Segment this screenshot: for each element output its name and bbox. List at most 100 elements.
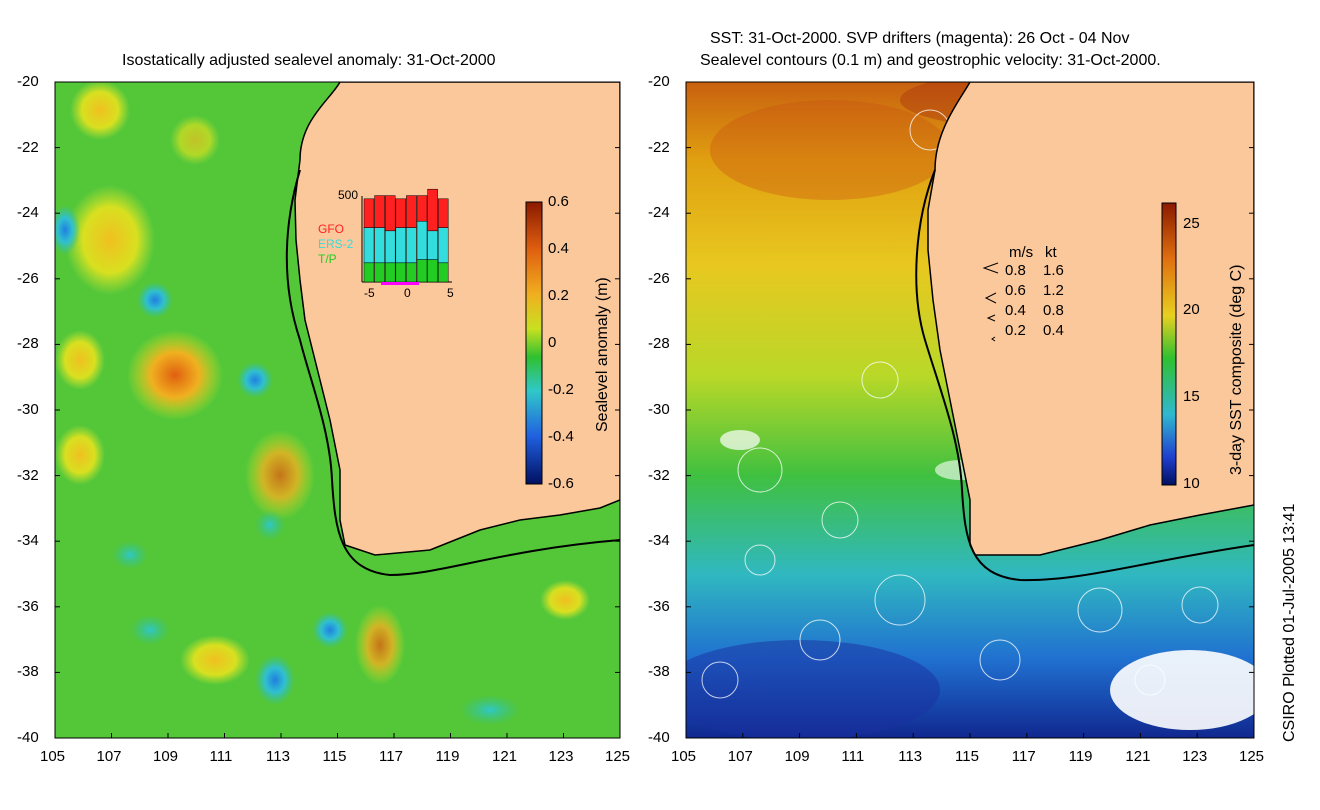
inset-bar-tp: [406, 262, 417, 283]
y-tick-label: -20: [17, 73, 39, 90]
y-tick-label: -40: [648, 729, 670, 746]
inset-bar-ers: [427, 230, 438, 260]
y-tick-label: -28: [648, 335, 670, 353]
y-tick-label: -24: [17, 204, 39, 222]
x-tick-label: 125: [605, 748, 631, 765]
inset-bar-gfo: [363, 198, 375, 228]
x-tick-label: 119: [1068, 748, 1093, 765]
y-tick-label: -26: [648, 269, 670, 287]
inset-legend-ers2: ERS-2: [318, 237, 354, 251]
x-tick-label: 109: [784, 748, 810, 765]
y-tick-label: -20: [648, 73, 670, 90]
sla-colorbar: [525, 201, 543, 485]
inset-bar-ers: [406, 227, 417, 264]
inset-bar-chart: [361, 188, 452, 285]
y-tick-label: -38: [648, 663, 670, 681]
sla-colorbar-label: Sealevel anomaly (m): [594, 277, 611, 432]
x-tick-label: 109: [153, 748, 179, 765]
y-tick-label: -32: [17, 466, 39, 484]
x-tick-label: 113: [266, 748, 290, 765]
sst-colorbar: [1161, 202, 1177, 486]
inset-bar-gfo: [427, 188, 438, 232]
y-tick-label: -34: [648, 532, 670, 550]
inset-bar-gfo: [384, 195, 396, 232]
right-panel-title-line1: SST: 31-Oct-2000. SVP drifters (magenta)…: [710, 30, 1130, 47]
y-tick-label: -36: [17, 597, 39, 615]
inset-legend-gfo: GFO: [318, 222, 344, 236]
y-tick-label: -24: [648, 204, 670, 222]
y-tick-label: -30: [648, 401, 670, 418]
speed-legend-kt: 1.6: [1043, 262, 1064, 279]
inset-bar-gfo: [395, 198, 407, 228]
x-tick-label: 121: [492, 748, 518, 765]
sst-colorbar-tick: 20: [1183, 301, 1200, 318]
y-tick-label: -32: [648, 466, 670, 484]
y-tick-label: -30: [17, 401, 39, 418]
sla-colorbar-tick: 0.4: [548, 240, 569, 257]
y-tick-label: -22: [648, 138, 670, 156]
sst-colorbar-tick: 10: [1183, 475, 1200, 492]
sla-colorbar-tick: -0.2: [548, 381, 574, 398]
x-tick-label: 123: [1182, 748, 1208, 765]
inset-bar-tp: [384, 262, 396, 283]
inset-bar-ers: [374, 227, 385, 264]
speed-legend-kt: 1.2: [1043, 282, 1064, 299]
inset-bar-tp: [374, 262, 385, 283]
speed-legend-ms: 0.8: [1005, 262, 1026, 279]
sla-colorbar-tick: -0.6: [548, 475, 574, 492]
x-tick-label: 125: [1239, 748, 1265, 765]
inset-xtick: 5: [447, 286, 454, 300]
sla-colorbar-tick: -0.4: [548, 428, 574, 445]
x-tick-label: 113: [898, 748, 923, 765]
inset-bar-gfo: [437, 198, 449, 228]
sst-map: [686, 82, 1254, 738]
x-tick-label: 107: [727, 748, 753, 765]
inset-bar-tp: [437, 262, 449, 283]
inset-bar-gfo: [416, 195, 428, 222]
x-tick-label: 117: [379, 748, 403, 765]
x-tick-label: 119: [435, 748, 460, 765]
inset-bar-tp: [416, 259, 428, 283]
inset-bar-ers: [437, 227, 449, 264]
x-tick-label: 111: [209, 748, 233, 765]
inset-bar-ers: [363, 227, 375, 264]
x-tick-label: 111: [841, 748, 865, 765]
inset-bar-gfo: [374, 195, 385, 228]
y-tick-label: -22: [17, 138, 39, 156]
sst-colorbar-tick: 15: [1183, 388, 1200, 405]
x-tick-label: 123: [548, 748, 574, 765]
inset-bar-ers: [395, 227, 407, 264]
speed-legend-ms: 0.6: [1005, 282, 1026, 299]
speed-legend-arrows: [982, 262, 999, 342]
inset-bar-tp: [363, 262, 375, 283]
inset-xtick: -5: [364, 286, 375, 300]
x-tick-label: 115: [322, 748, 347, 765]
x-tick-label: 121: [1125, 748, 1151, 765]
sla-colorbar-tick: 0.2: [548, 287, 569, 304]
x-tick-label: 105: [671, 748, 697, 765]
speed-legend-ms: 0.2: [1005, 322, 1026, 339]
x-tick-label: 105: [40, 748, 66, 765]
left-panel-title: Isostatically adjusted sealevel anomaly:…: [122, 52, 496, 69]
inset-bar-gfo: [406, 195, 417, 228]
credit-text: CSIRO Plotted 01-Jul-2005 13:41: [1281, 503, 1298, 742]
inset-bar-ers: [384, 230, 396, 264]
inset-drifter-window: [381, 282, 419, 285]
speed-legend-kt: 0.4: [1043, 322, 1064, 339]
y-tick-label: -34: [17, 532, 39, 550]
x-tick-label: 117: [1011, 748, 1036, 765]
inset-legend-tp: T/P: [318, 252, 337, 266]
speed-legend-header-ms: m/s: [1009, 244, 1034, 261]
y-tick-label: -40: [17, 729, 39, 746]
sla-colorbar-tick: 0.6: [548, 193, 569, 210]
x-tick-label: 115: [955, 748, 979, 765]
right-panel-title-line2: Sealevel contours (0.1 m) and geostrophi…: [700, 52, 1161, 69]
inset-ymax-label: 500: [338, 188, 359, 202]
y-tick-label: -26: [17, 269, 39, 287]
inset-bar-tp: [395, 262, 407, 283]
inset-bar-ers: [416, 220, 428, 260]
y-tick-label: -36: [648, 597, 670, 615]
sst-colorbar-label: 3-day SST composite (deg C): [1228, 264, 1245, 475]
sla-colorbar-tick: 0: [548, 334, 557, 351]
